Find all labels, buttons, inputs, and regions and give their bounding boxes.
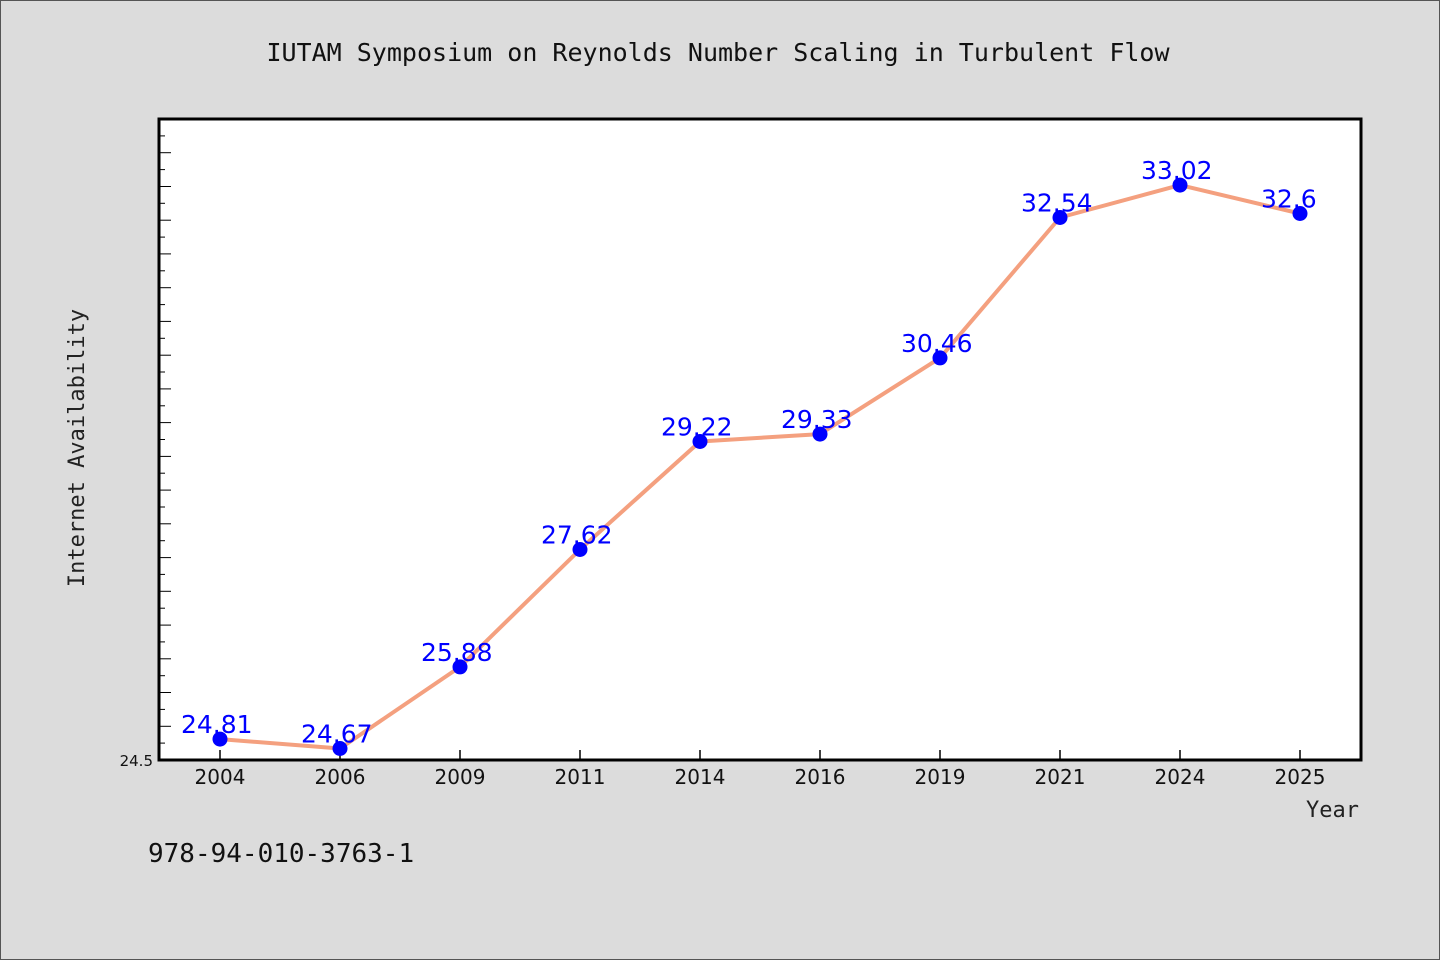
data-point-marker — [1292, 206, 1308, 221]
data-label: 24.81 — [181, 710, 253, 739]
x-tick-label: 2004 — [195, 765, 246, 789]
y-tick-label: 24.5 — [120, 752, 153, 770]
x-tick-label: 2009 — [435, 765, 486, 789]
data-label: 32.54 — [1021, 189, 1093, 218]
data-point-marker — [812, 426, 828, 442]
chart-title: IUTAM Symposium on Reynolds Number Scali… — [266, 38, 1170, 67]
data-label: 33.02 — [1141, 156, 1213, 185]
x-tick-label: 2025 — [1275, 765, 1326, 789]
data-point-marker — [212, 731, 228, 747]
x-tick-label: 2006 — [315, 765, 366, 789]
data-point-marker — [932, 350, 948, 366]
data-label: 24.67 — [301, 720, 373, 749]
series-line-group — [218, 183, 1302, 751]
x-tick-label: 2014 — [675, 765, 726, 789]
x-tick-label: 2024 — [1155, 765, 1206, 789]
data-label: 30.46 — [901, 329, 973, 358]
data-point-marker — [1052, 210, 1068, 225]
data-label: 32.6 — [1261, 185, 1317, 214]
data-labels: 24.81 24.67 25.88 27.62 29.22 29.33 30.46 32.54… — [181, 156, 1317, 748]
data-label: 25.88 — [421, 638, 493, 667]
x-tick-label: 2021 — [1035, 765, 1086, 789]
data-point-marker — [572, 542, 588, 557]
x-tick-label: 2011 — [555, 765, 606, 789]
x-tick-label: 2016 — [795, 765, 846, 789]
x-axis-ticks: 2004 2006 2009 2011 2014 2016 2019 2021 2024 2025 — [195, 750, 1326, 789]
series-line — [218, 183, 1302, 751]
data-label: 29.22 — [661, 413, 733, 442]
data-point-marker — [692, 434, 708, 449]
data-label: 29.33 — [781, 405, 853, 434]
y-axis-label: Internet Availability — [65, 309, 90, 587]
data-point-marker — [1172, 177, 1188, 193]
data-label: 27.62 — [541, 521, 613, 550]
data-markers — [212, 177, 1308, 756]
isbn-footer: 978-94-010-3763-1 — [148, 839, 414, 869]
data-point-marker — [332, 741, 348, 756]
data-point-marker — [452, 659, 468, 675]
x-tick-label: 2019 — [915, 765, 966, 789]
x-axis-label: Year — [1306, 798, 1359, 823]
y-axis-ticks: 24.5 — [120, 118, 171, 770]
